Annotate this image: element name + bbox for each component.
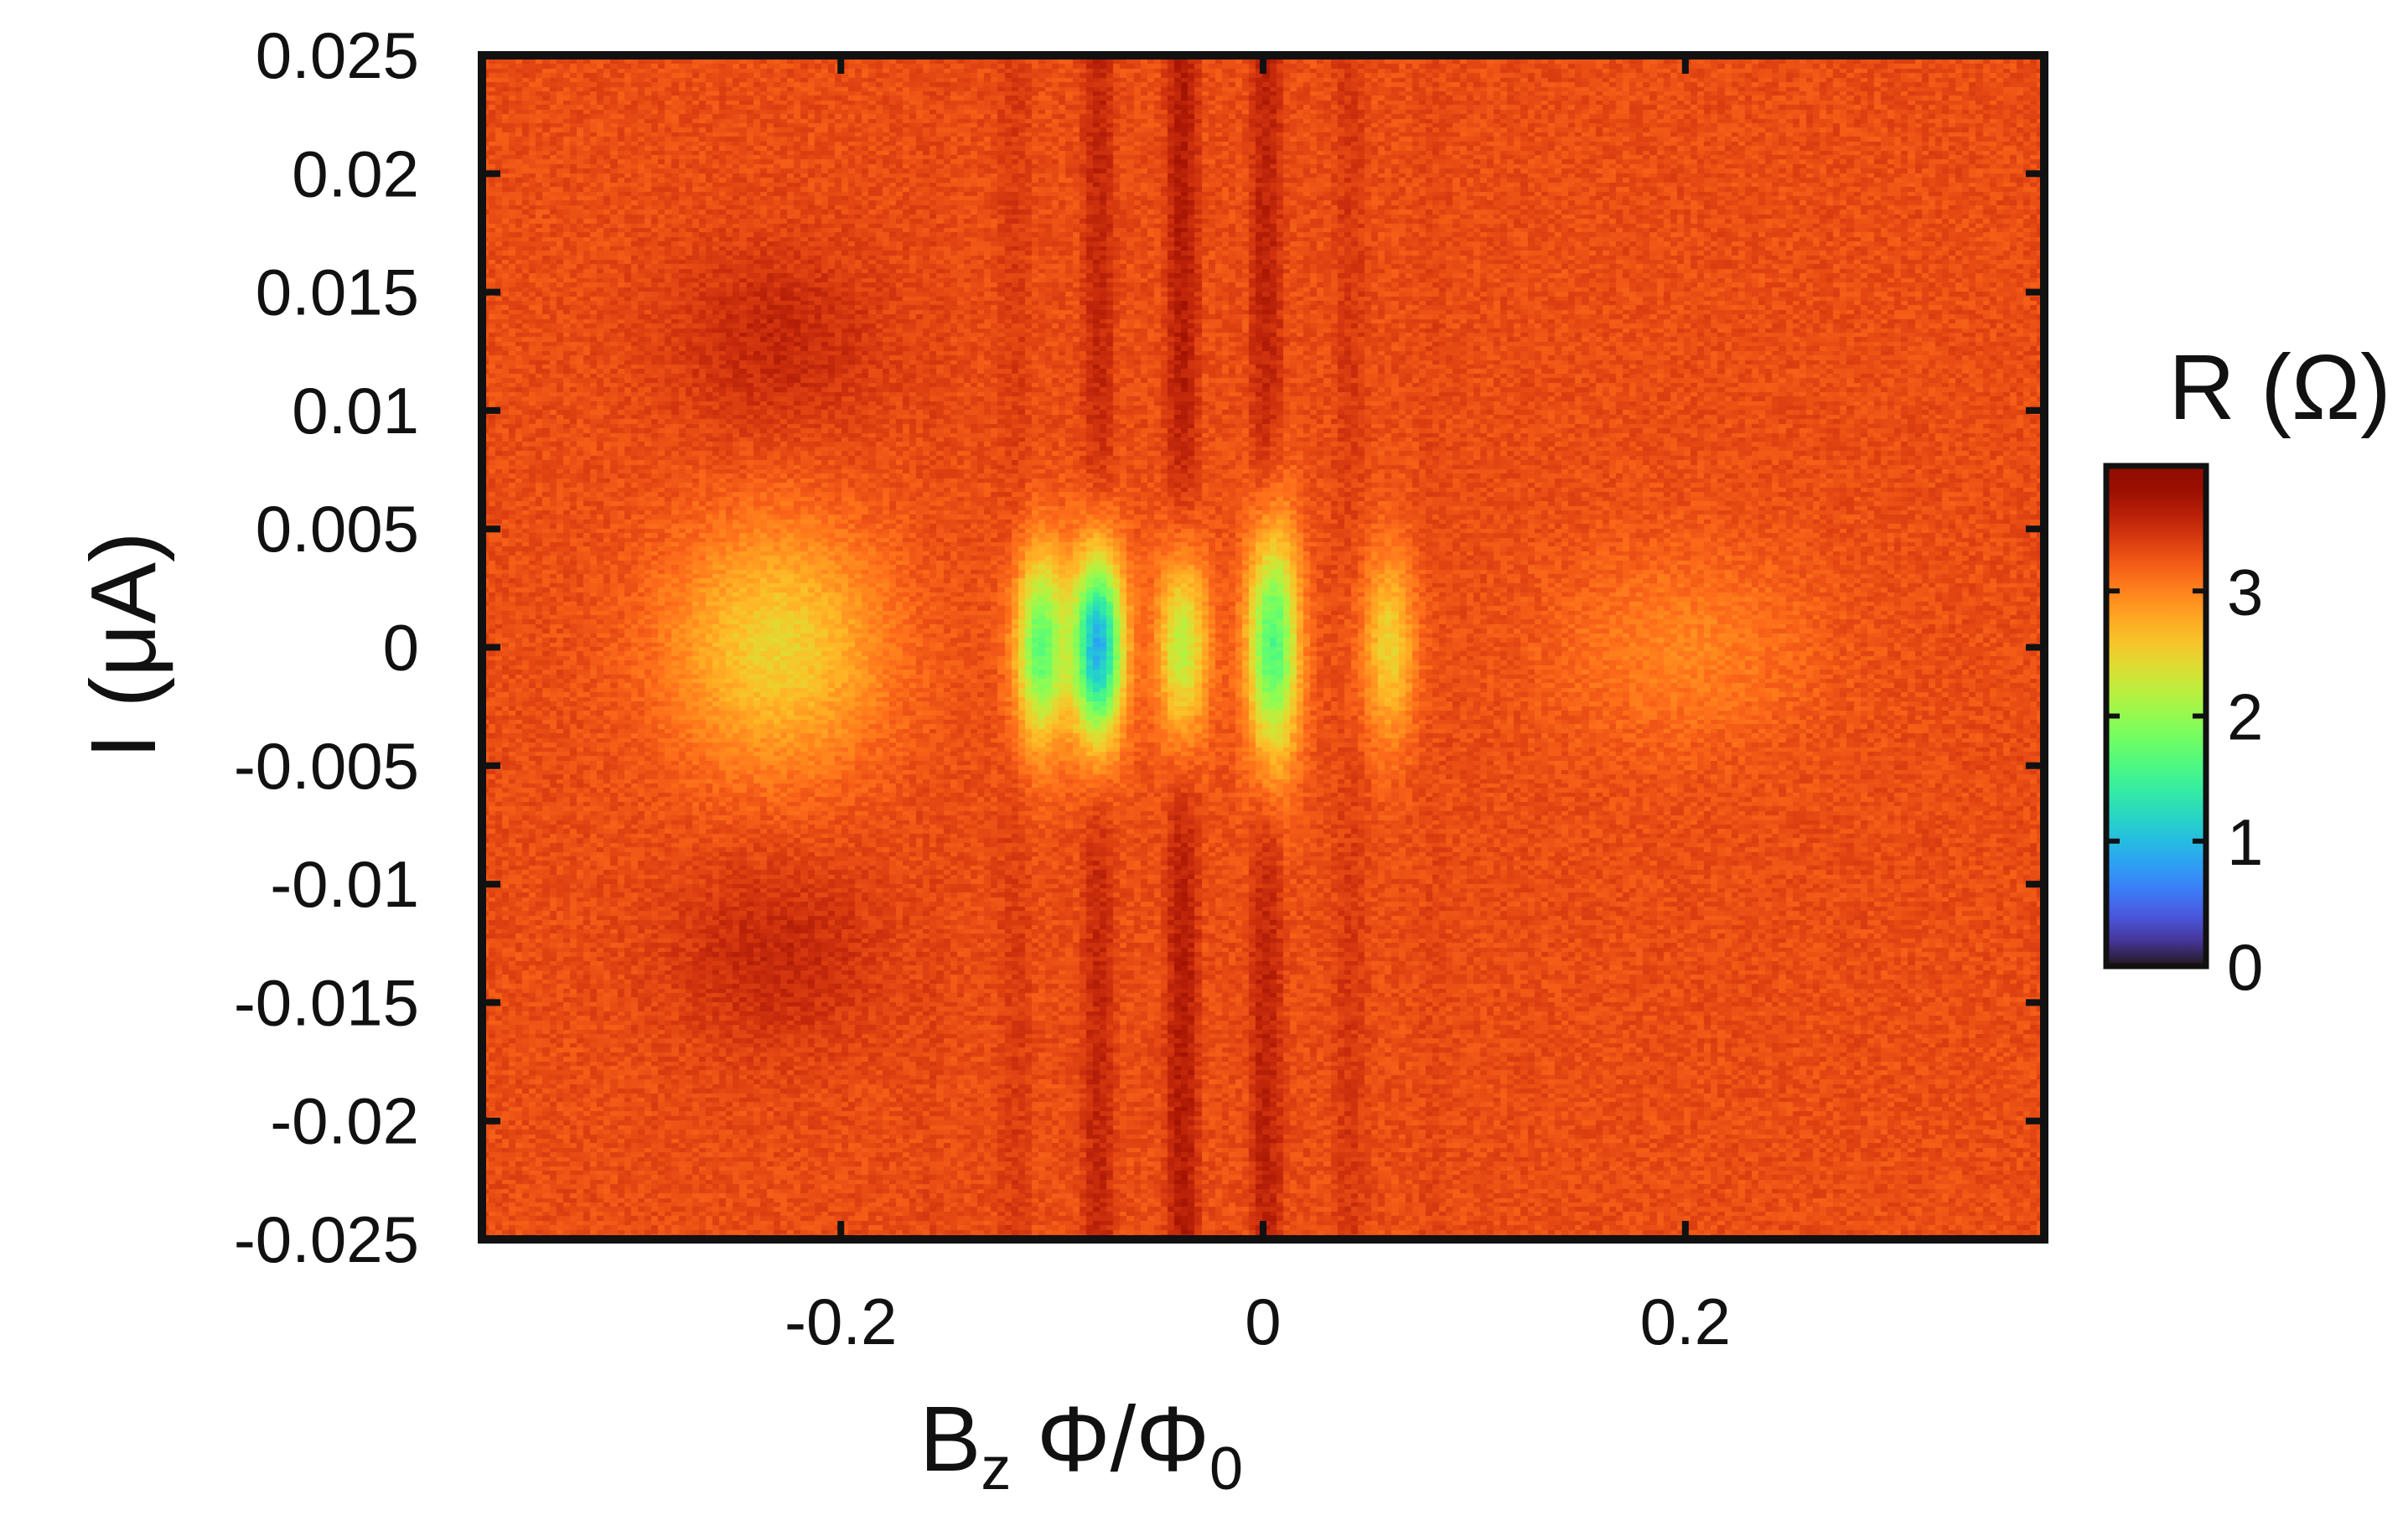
y-tick-label: -0.025	[234, 1202, 419, 1276]
colorbar: 0 1 2 3 R (Ω)	[2103, 336, 2391, 1004]
x-tick-label: -0.2	[785, 1285, 897, 1358]
x-tick-label: 0.2	[1640, 1285, 1731, 1358]
colorbar-tick-label: 1	[2227, 805, 2263, 879]
y-axis-label: I (μA)	[72, 531, 175, 758]
y-tick-label: 0.015	[256, 256, 419, 329]
y-tick-label: 0.01	[292, 374, 419, 447]
x-axis-label-subscript-0: 0	[1209, 1435, 1243, 1502]
y-tick-label: -0.005	[234, 729, 419, 803]
y-axis-ticks: 0.025 0.02 0.015 0.01 0.005 0 -0.005 -0.01 -0.01…	[234, 18, 2044, 1276]
colorbar-label: R (Ω)	[2168, 336, 2391, 439]
x-axis-ticks: -0.2 0 0.2	[785, 55, 1731, 1358]
x-axis-label-subscript-z: z	[981, 1435, 1011, 1502]
colorbar-gradient	[2103, 463, 2209, 970]
x-tick-label: 0	[1245, 1285, 1281, 1358]
y-tick-label: -0.015	[234, 965, 419, 1039]
x-axis-label: Bz Φ/Φ0	[919, 1388, 1243, 1502]
colorbar-tick-label: 0	[2227, 930, 2263, 1004]
x-axis-label-flux: Φ/Φ	[1011, 1388, 1209, 1491]
y-tick-label: 0	[383, 611, 419, 685]
colorbar-tick-label: 3	[2227, 555, 2263, 628]
heatmap-raster	[482, 55, 2044, 1239]
x-axis-label-main: B	[919, 1388, 981, 1491]
y-tick-label: -0.01	[270, 847, 419, 921]
y-tick-label: 0.005	[256, 492, 419, 566]
colorbar-ticks: 0 1 2 3	[2106, 555, 2263, 1004]
colorbar-tick-label: 2	[2227, 680, 2263, 754]
y-tick-label: 0.02	[292, 137, 419, 210]
plot-frame	[478, 51, 2048, 1244]
heatmap-plot-area	[482, 55, 2044, 1239]
y-tick-label: -0.02	[270, 1084, 419, 1158]
y-tick-label: 0.025	[256, 18, 419, 92]
